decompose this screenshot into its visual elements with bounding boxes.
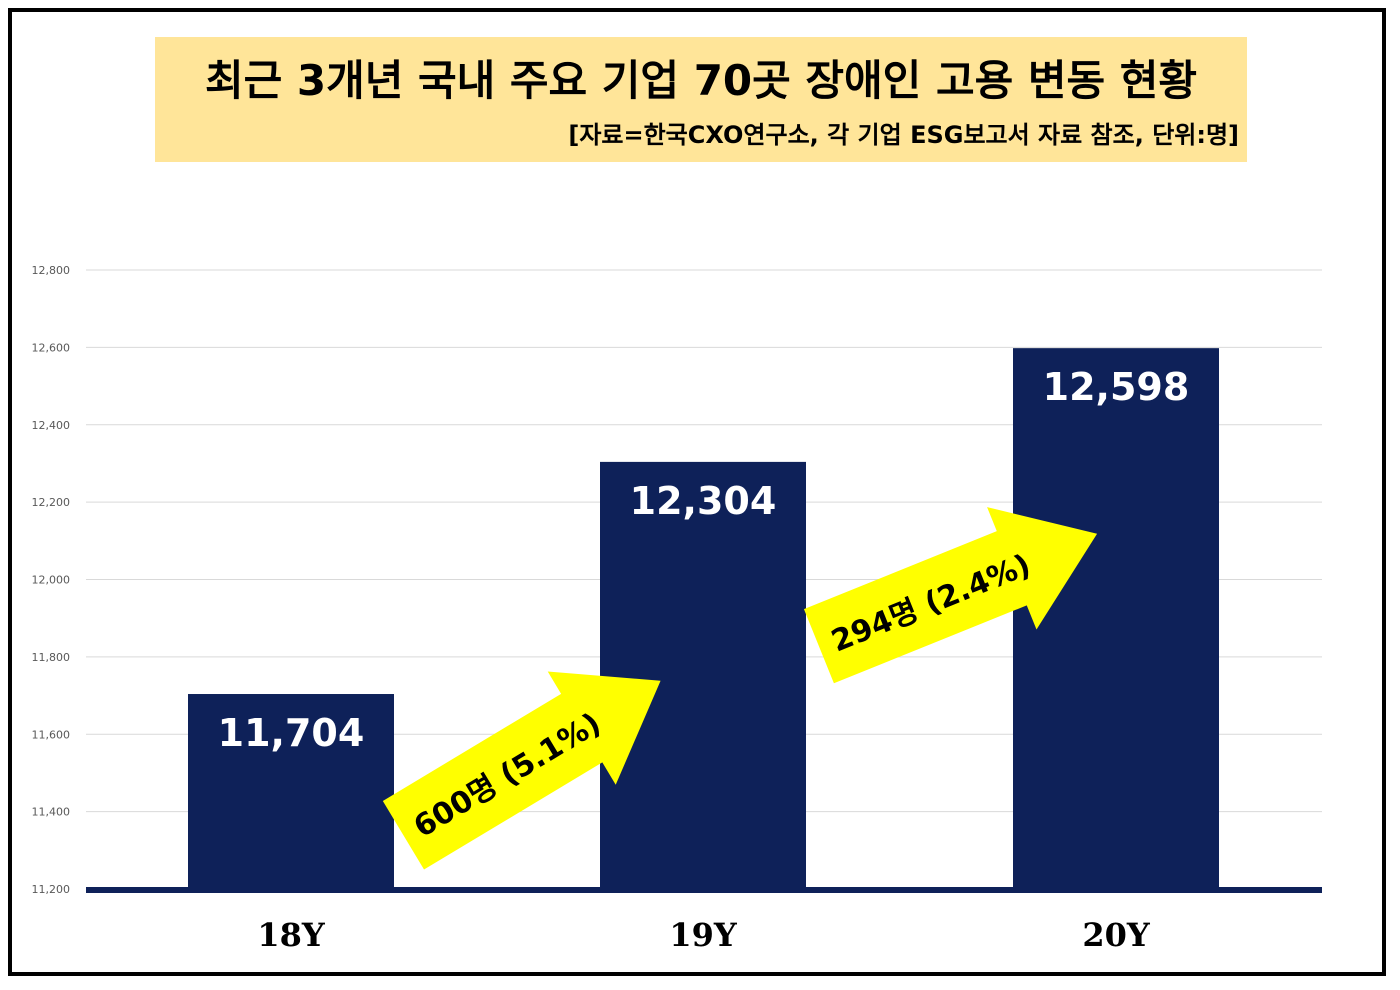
x-tick-labels: 18Y 19Y 20Y [257,916,1151,954]
data-label: 12,598 [1043,365,1190,409]
data-label: 11,704 [218,711,365,755]
y-tick-label: 11,600 [32,728,71,741]
y-tick-label: 12,200 [32,496,71,509]
x-tick-label: 19Y [669,916,738,954]
y-tick-label: 11,200 [32,883,71,896]
title-box: 최근 3개년 국내 주요 기업 70곳 장애인 고용 변동 현황 [자료=한국C… [155,37,1247,162]
y-tick-label: 12,600 [32,341,71,354]
y-tick-label: 11,400 [32,806,71,819]
y-tick-label: 12,400 [32,419,71,432]
growth-arrows: 600명 (5.1%)294명 (2.4%) [382,507,1098,870]
bar-value-labels: 11,704 12,304 12,598 [218,365,1190,755]
arrow-shape [803,507,1098,684]
y-tick-label: 12,000 [32,574,71,587]
chart-source: [자료=한국CXO연구소, 각 기업 ESG보고서 자료 참조, 단위:명] [568,121,1239,149]
x-tick-label: 20Y [1082,916,1151,954]
bar-19Y [600,461,806,889]
arrow-shape [382,671,661,870]
y-tick-label: 11,800 [32,651,71,664]
bar-20Y [1013,348,1219,889]
bars [188,348,1219,889]
baseline [86,887,1322,893]
y-tick-label: 12,800 [32,264,71,277]
bar-18Y [188,694,394,889]
data-label: 12,304 [630,479,777,523]
y-tick-labels: 11,200 11,400 11,600 11,800 12,000 12,200 12,4… [32,264,71,896]
x-tick-label: 18Y [257,916,326,954]
x-axis-line [86,887,1322,893]
chart-title: 최근 3개년 국내 주요 기업 70곳 장애인 고용 변동 현황 [204,56,1198,105]
